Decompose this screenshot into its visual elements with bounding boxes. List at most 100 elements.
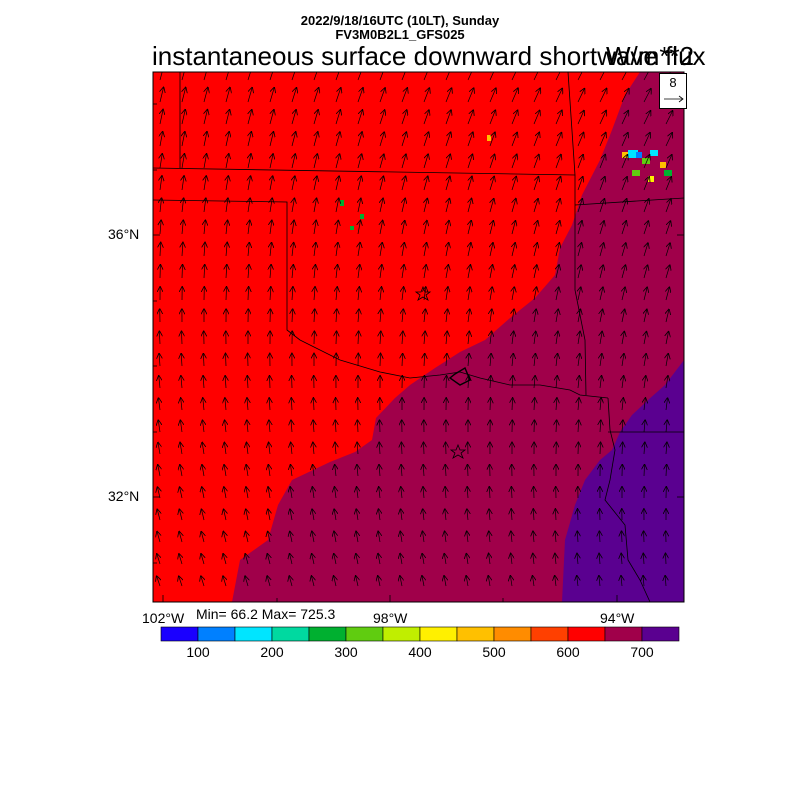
wind-vector <box>158 443 160 455</box>
wind-vector <box>444 576 446 587</box>
wind-vector <box>599 177 605 191</box>
wind-vector <box>357 420 358 433</box>
colorbar-swatch <box>530 626 569 642</box>
wind-vector <box>489 554 490 565</box>
wind-vector <box>555 509 556 521</box>
wind-vector <box>468 243 471 257</box>
wind-vector <box>336 265 338 279</box>
wind-vector <box>160 243 161 257</box>
wind-vector <box>533 133 539 147</box>
wind-vector <box>203 72 207 81</box>
wind-vector <box>336 332 337 345</box>
wind-vector <box>511 72 518 81</box>
wind-vector <box>511 177 516 191</box>
wind-vector <box>666 354 668 367</box>
wind-vector <box>225 421 226 433</box>
wind-vector <box>336 132 340 147</box>
wind-vector <box>644 243 648 257</box>
wind-vector <box>599 199 604 213</box>
wind-vector <box>446 265 448 279</box>
wind-vector <box>490 376 491 389</box>
wind-vector <box>400 532 402 543</box>
wind-vector <box>534 221 538 235</box>
wind-vector <box>600 243 604 257</box>
wind-vector <box>512 332 514 345</box>
wind-vector <box>224 510 226 521</box>
wind-vector <box>379 443 380 455</box>
wind-vector <box>182 332 183 345</box>
wind-vector <box>358 309 359 323</box>
map-ticks <box>153 103 684 602</box>
wind-vector <box>644 376 646 389</box>
wind-vector <box>358 265 360 279</box>
wind-vector <box>201 532 204 543</box>
wind-vector <box>533 509 534 521</box>
state-borders <box>153 72 684 602</box>
wind-vector <box>511 554 512 565</box>
wind-vector <box>182 176 184 191</box>
wind-vector <box>226 221 228 235</box>
wind-vector <box>555 111 562 125</box>
wind-vector <box>313 398 314 411</box>
wind-vector <box>202 487 204 499</box>
wind-vector <box>223 554 226 565</box>
wind-vector <box>248 243 249 257</box>
wind-vector <box>248 110 252 125</box>
wind-vector <box>446 199 449 213</box>
wind-vector <box>402 309 403 323</box>
wind-vector <box>467 110 473 125</box>
wind-vector <box>643 221 648 235</box>
wind-vector <box>292 176 295 191</box>
wind-vector <box>621 199 627 213</box>
wind-vector <box>666 288 669 301</box>
wind-vector <box>643 133 650 147</box>
wind-vector <box>182 154 184 169</box>
map-frame <box>152 71 685 603</box>
wind-vector <box>489 532 490 543</box>
colorbar-swatch <box>160 626 199 642</box>
wind-vector <box>158 421 160 433</box>
wind-vector <box>512 287 514 301</box>
map-title: instantaneous surface downward shortwave… <box>152 41 706 71</box>
colorbar-swatch <box>197 626 236 642</box>
wind-vector <box>423 465 424 477</box>
wind-vector <box>599 155 605 169</box>
wind-vector <box>599 133 606 147</box>
wind-vector <box>511 111 518 125</box>
wind-vector <box>270 154 273 169</box>
colorbar-label: 200 <box>260 644 284 660</box>
wind-vector <box>446 177 450 191</box>
wind-vector <box>467 72 474 81</box>
wind-vector <box>644 288 647 301</box>
wind-vector <box>621 89 629 103</box>
wind-vector <box>160 198 162 213</box>
wind-vector <box>267 576 270 587</box>
wind-vector <box>424 443 425 455</box>
wind-vector <box>665 155 672 169</box>
wind-vector <box>379 88 385 103</box>
wind-vector <box>379 509 381 521</box>
wind-vector <box>402 265 404 279</box>
wind-vector <box>246 465 248 477</box>
wind-vector <box>312 509 314 521</box>
wind-vector <box>423 509 424 521</box>
wind-vector <box>556 398 557 411</box>
wind-vector <box>248 221 250 235</box>
wind-vector <box>159 354 160 367</box>
wind-vector <box>292 221 294 235</box>
wind-vector <box>555 532 556 543</box>
wind-vector <box>270 265 271 279</box>
wind-vector <box>357 110 362 125</box>
colorbar-label: 500 <box>482 644 506 660</box>
wind-vector <box>511 509 512 521</box>
wind-vector <box>248 132 251 147</box>
datetime-header: 2022/9/18/16UTC (10LT), Sunday <box>300 13 500 28</box>
wind-vector <box>334 532 336 543</box>
wind-vector <box>490 398 491 411</box>
wind-vector <box>225 72 229 81</box>
wind-vector <box>643 576 644 587</box>
wind-vector <box>600 443 601 455</box>
wind-vector <box>182 265 183 279</box>
wind-vector <box>468 199 472 213</box>
wind-vector <box>357 72 362 81</box>
